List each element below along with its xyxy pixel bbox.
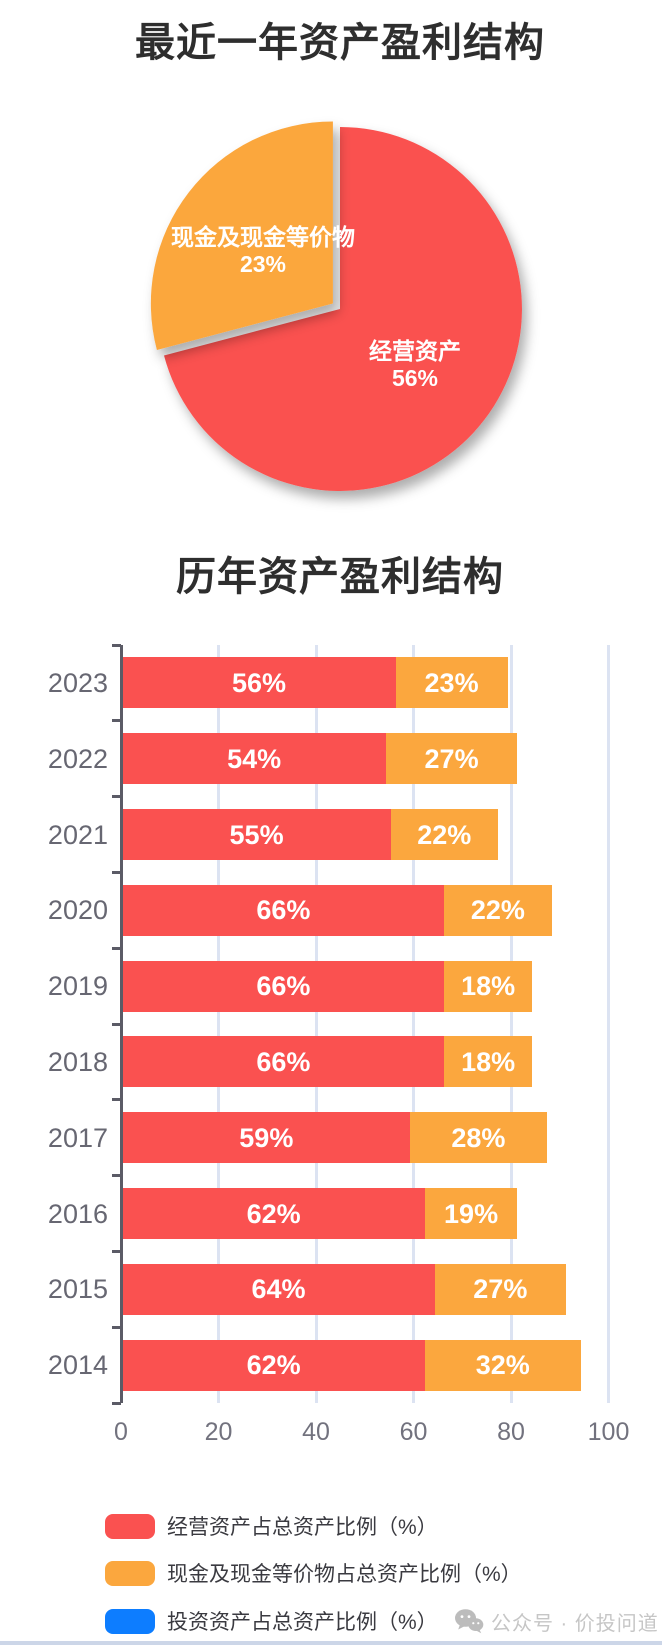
bar-segment-orange-2019 <box>444 960 532 1012</box>
bar-segment-red-2022 <box>122 733 386 785</box>
legend-swatch-blue <box>105 1608 155 1634</box>
bar-segment-red-2014 <box>122 1339 425 1391</box>
bar-value-label: 18% <box>461 971 516 1002</box>
bar-value-label: 19% <box>444 1198 499 1229</box>
watermark: 公众号 · 价投问道 <box>454 1606 659 1636</box>
year-label-2016: 2016 <box>47 1198 108 1229</box>
legend-item-investment-assets: 投资资产占总资产比例（%） <box>105 1608 438 1634</box>
bar-segment-orange-2015 <box>434 1263 567 1315</box>
gridline-40 <box>314 645 318 1403</box>
gridline-100 <box>607 645 610 1403</box>
y-axis-tick <box>112 1174 121 1178</box>
legend-label: 现金及现金等价物占总资产比例（%） <box>167 1563 522 1586</box>
bar-value-label: 27% <box>424 743 479 774</box>
bar-segment-red-2019 <box>122 960 445 1012</box>
bar-value-label: 23% <box>424 667 479 698</box>
bar-value-label: 32% <box>475 1350 530 1381</box>
bar-value-label: 56% <box>231 667 287 698</box>
bar-value-label: 54% <box>227 743 282 774</box>
y-axis-tick <box>112 1249 121 1253</box>
bar-segment-orange-2021 <box>390 809 498 860</box>
bar-chart: 0 20 40 60 80 100 2023 56% 23% 2022 54% 27% 2021 55% 2… <box>47 643 630 1446</box>
bar-value-label: 66% <box>256 1046 311 1077</box>
bar-segment-red-2016 <box>122 1188 425 1239</box>
legend-swatch-red <box>105 1513 155 1539</box>
pie-slice-label: 现金及现金等价物 23% <box>171 224 355 277</box>
pie-slice-label: 经营资产 56% <box>369 338 461 391</box>
bar-value-label: 64% <box>251 1274 306 1305</box>
bar-value-label: 66% <box>256 895 311 926</box>
pie-slice-orange <box>150 121 333 350</box>
x-axis-tick-label: 20 <box>204 1418 233 1446</box>
y-axis-tick <box>112 1325 121 1329</box>
x-axis-tick-label: 40 <box>302 1418 330 1446</box>
bar-segment-red-2023 <box>122 657 396 709</box>
bar-chart-title: 历年资产盈利结构 <box>176 554 504 599</box>
y-axis-tick <box>112 795 121 799</box>
y-axis-tick <box>112 946 121 950</box>
bar-segment-red-2018 <box>122 1036 445 1088</box>
x-axis-tick-label: 100 <box>587 1418 630 1446</box>
bar-segment-red-2021 <box>122 809 391 860</box>
y-axis-tick <box>112 643 121 647</box>
bar-segment-orange-2022 <box>385 733 518 785</box>
legend-swatch-orange <box>105 1560 155 1586</box>
y-axis-tick <box>112 870 121 874</box>
y-axis-tick <box>112 1401 121 1405</box>
pie-chart-title: 最近一年资产盈利结构 <box>135 20 545 65</box>
year-label-2015: 2015 <box>47 1274 108 1305</box>
wechat-icon <box>455 1608 484 1633</box>
bar-value-label: 62% <box>246 1350 301 1381</box>
legend-item-cash-assets: 现金及现金等价物占总资产比例（%） <box>105 1560 522 1586</box>
bar-value-label: 18% <box>461 1046 516 1077</box>
legend-item-operating-assets: 经营资产占总资产比例（%） <box>105 1513 438 1539</box>
bar-value-label: 59% <box>239 1122 294 1153</box>
gridline-60 <box>412 645 415 1403</box>
bar-segment-orange-2023 <box>395 657 508 709</box>
year-label-2014: 2014 <box>47 1350 108 1381</box>
bar-segment-orange-2020 <box>444 884 552 936</box>
watermark-text: 公众号 · 价投问道 <box>491 1612 659 1635</box>
year-label-2021: 2021 <box>47 819 108 850</box>
legend-label: 投资资产占总资产比例（%） <box>167 1611 438 1634</box>
x-axis-tick-label: 80 <box>497 1418 525 1446</box>
y-axis-tick <box>112 1098 121 1102</box>
gridline-20 <box>217 645 220 1403</box>
bar-segment-orange-2017 <box>410 1112 547 1164</box>
y-axis-line <box>120 645 123 1403</box>
bar-segment-red-2017 <box>122 1112 411 1164</box>
bottom-divider <box>0 1641 662 1645</box>
bar-value-label: 28% <box>451 1122 506 1153</box>
x-axis-tick-label: 0 <box>114 1418 128 1446</box>
bar-value-label: 27% <box>473 1274 528 1305</box>
pie-chart <box>150 121 522 491</box>
year-label-2018: 2018 <box>47 1046 108 1077</box>
bar-segment-orange-2018 <box>444 1036 532 1088</box>
bar-segment-red-2015 <box>122 1263 435 1315</box>
bar-value-label: 22% <box>417 819 472 850</box>
pie-slice-red <box>164 127 522 491</box>
bar-value-label: 55% <box>229 819 284 850</box>
bar-segment-red-2020 <box>122 884 445 936</box>
year-label-2020: 2020 <box>47 895 108 926</box>
bar-value-label: 66% <box>256 971 311 1002</box>
year-label-2022: 2022 <box>47 743 108 774</box>
year-label-2017: 2017 <box>47 1122 108 1153</box>
x-axis-tick-label: 60 <box>399 1418 428 1446</box>
bar-value-label: 22% <box>470 895 525 926</box>
year-label-2023: 2023 <box>47 667 108 698</box>
legend-label: 经营资产占总资产比例（%） <box>167 1516 438 1539</box>
bar-value-label: 62% <box>246 1198 301 1229</box>
year-label-2019: 2019 <box>47 971 108 1002</box>
y-axis-tick <box>112 1022 121 1026</box>
y-axis-tick <box>112 719 121 723</box>
gridline-80 <box>509 645 513 1403</box>
bar-segment-orange-2014 <box>424 1339 581 1391</box>
bar-segment-orange-2016 <box>424 1188 518 1239</box>
